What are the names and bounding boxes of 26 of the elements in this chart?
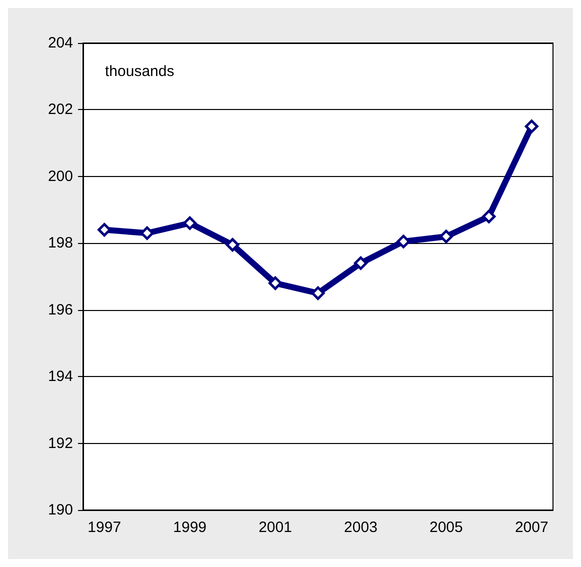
y-tick-label: 192 <box>48 434 73 452</box>
y-tick-label: 204 <box>48 34 73 52</box>
x-tick-label: 2005 <box>429 519 463 536</box>
point <box>98 223 112 237</box>
y-tick-label: 196 <box>48 301 73 318</box>
y-tick-label: 202 <box>48 101 73 118</box>
y-tick-label: 198 <box>48 234 73 252</box>
point <box>439 230 453 244</box>
x-tick-label: 2001 <box>258 519 292 536</box>
point <box>183 216 197 230</box>
point <box>524 120 538 134</box>
y-tick-label: 190 <box>48 502 73 518</box>
point <box>140 226 154 240</box>
annotation: thousands <box>105 63 174 80</box>
x-tick-label: 2007 <box>514 519 548 536</box>
x-tick-label: 1999 <box>173 519 207 536</box>
y-tick-label: 194 <box>48 368 73 386</box>
point <box>396 234 410 248</box>
point <box>482 210 496 224</box>
point <box>354 256 368 270</box>
point <box>311 286 325 300</box>
y-tick-label: 200 <box>48 168 73 185</box>
point <box>268 276 282 290</box>
point <box>226 238 240 252</box>
x-tick-label: 1997 <box>88 519 122 536</box>
x-tick-label: 2003 <box>344 519 378 536</box>
